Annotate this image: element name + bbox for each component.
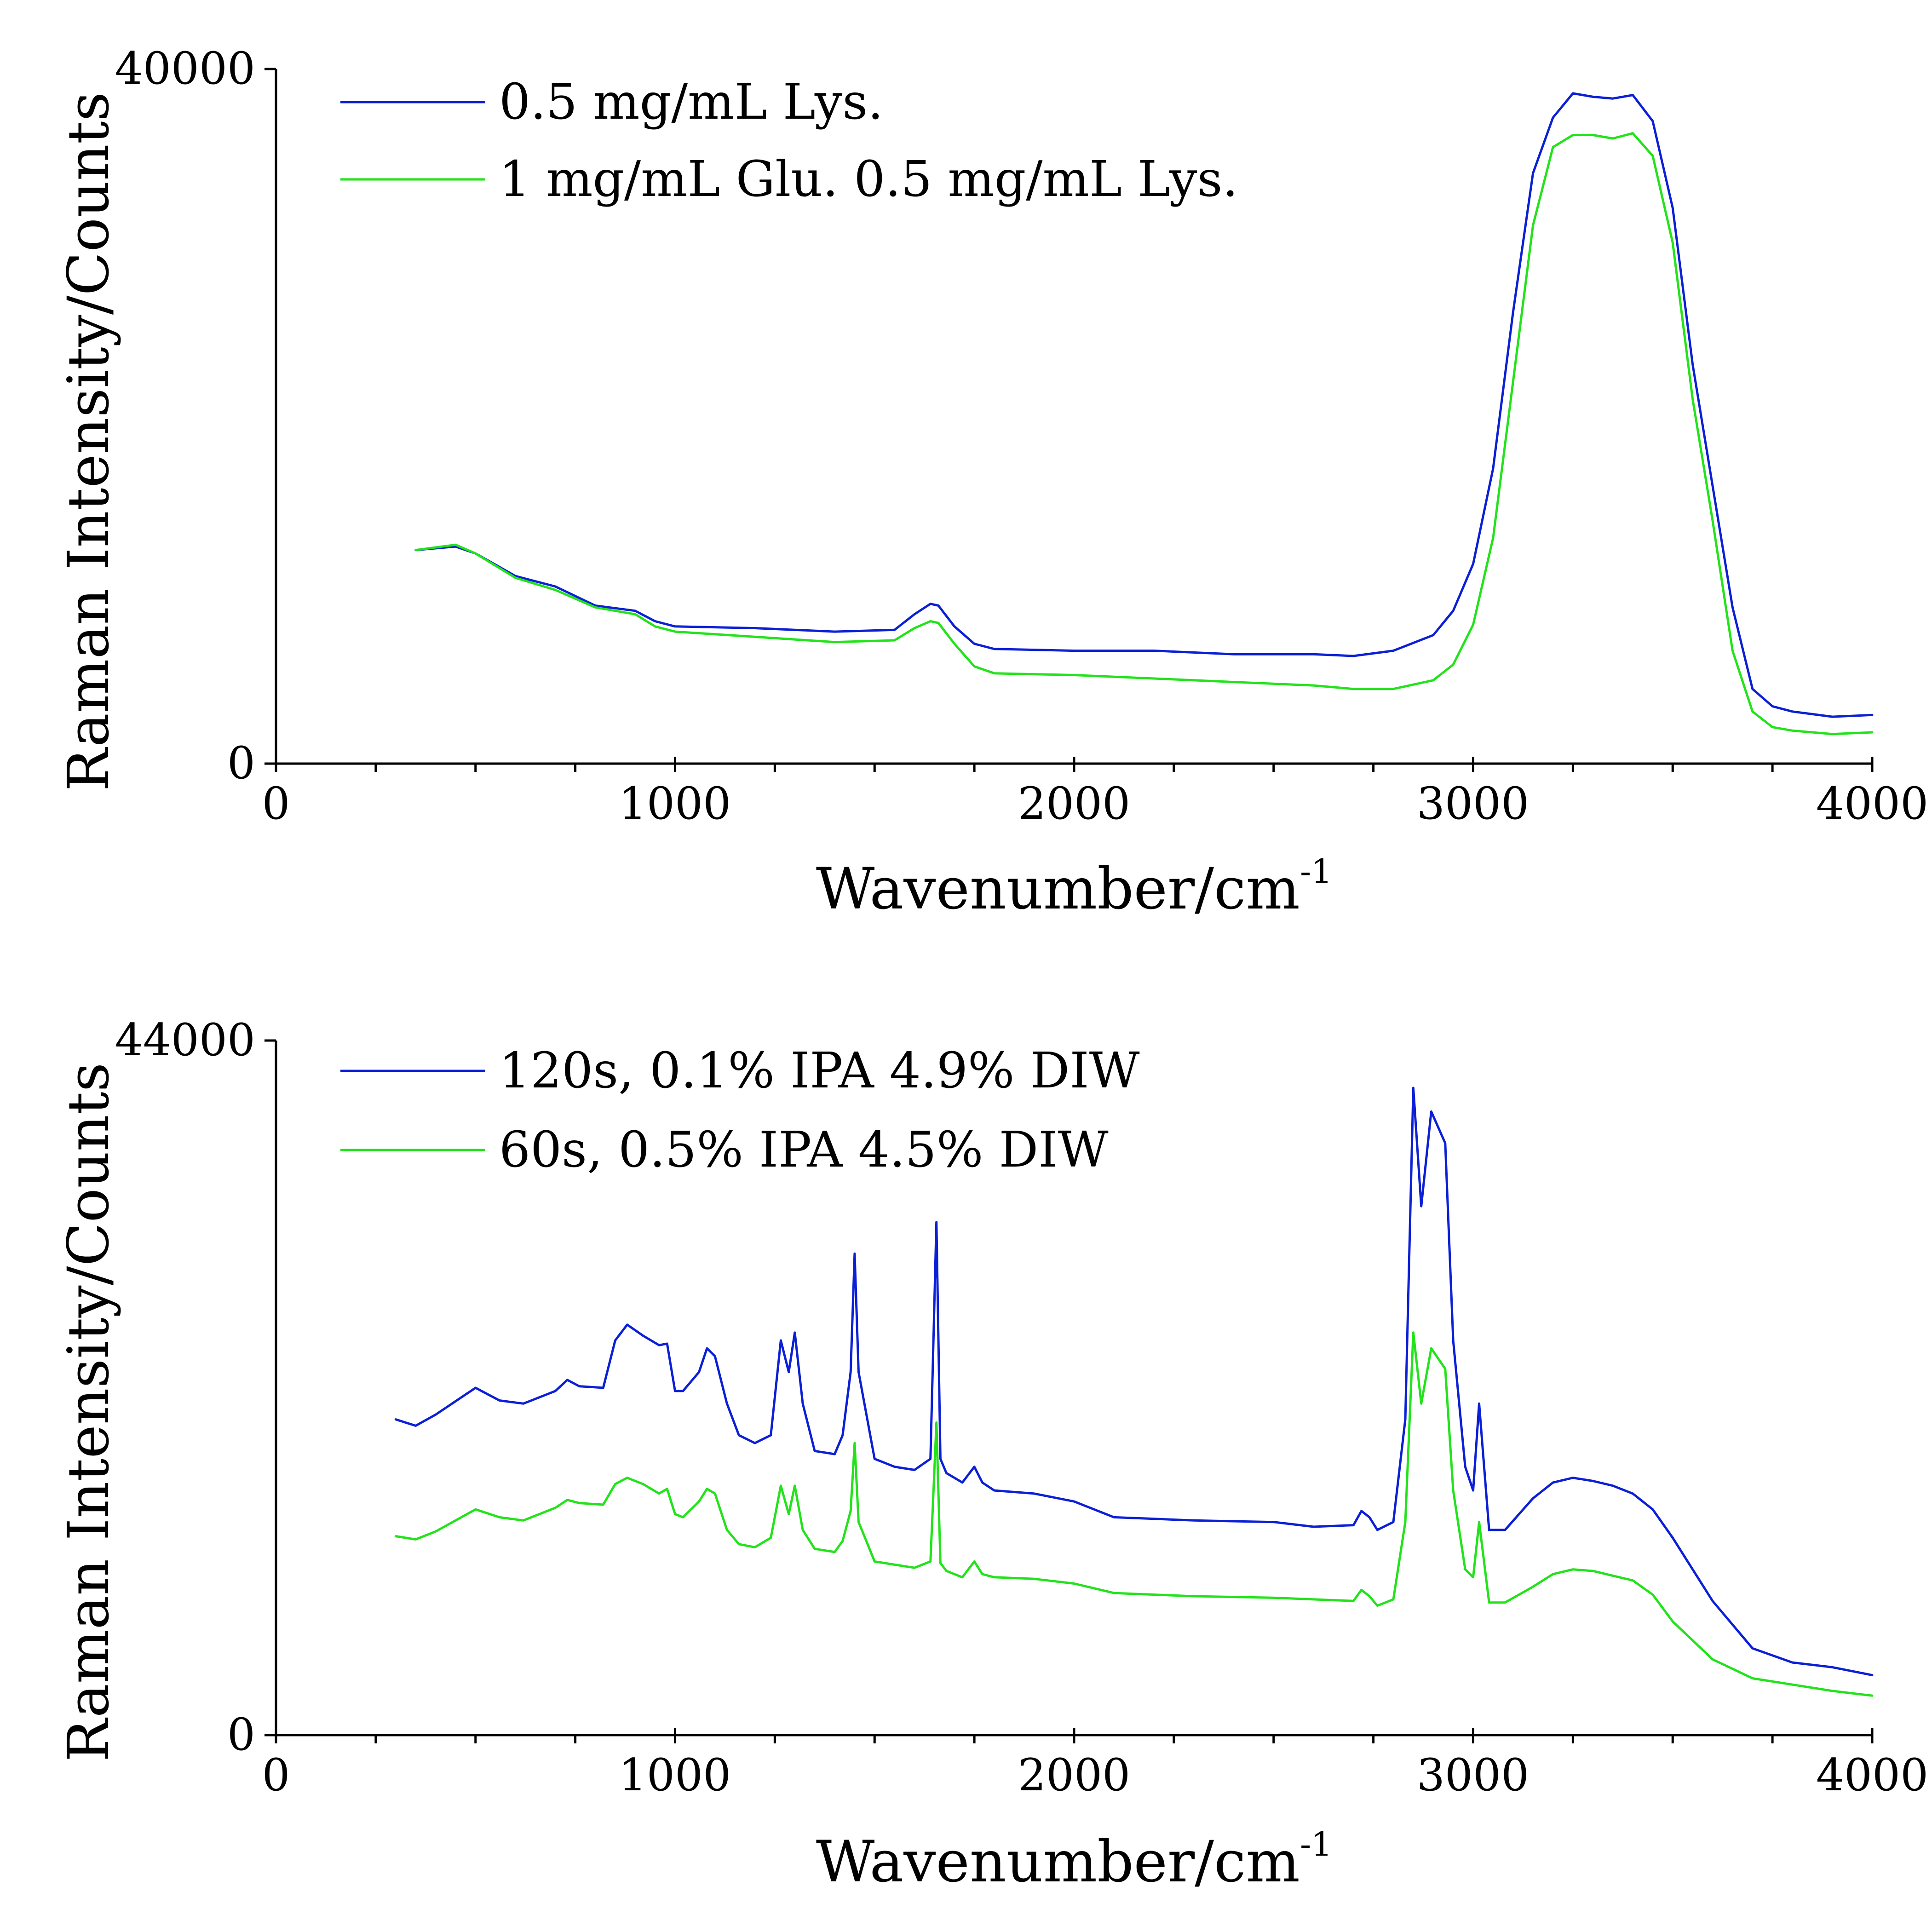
legend: 0.5 mg/mL Lys. 1 mg/mL Glu. 0.5 mg/mL Ly…	[340, 74, 1238, 208]
x-tick-label: 3000	[1417, 778, 1529, 829]
y-tick-labels: 0 44000	[115, 1014, 255, 1760]
x-tick-label: 0	[262, 1749, 290, 1801]
x-axis-title: Wavenumber/cm-1	[816, 852, 1332, 922]
legend-label-series-2: 1 mg/mL Glu. 0.5 mg/mL Lys.	[499, 151, 1238, 208]
x-tick-label: 3000	[1417, 1749, 1529, 1801]
y-tick-label: 0	[227, 1709, 255, 1760]
axis-ticks	[264, 68, 1874, 772]
x-tick-label: 1000	[619, 778, 731, 829]
y-tick-labels: 0 40000	[115, 43, 255, 789]
y-axis-title: Raman Intensity/Counts	[56, 1063, 122, 1762]
x-tick-labels: 0 1000 2000 3000 4000	[262, 778, 1928, 829]
legend-label-series-1: 0.5 mg/mL Lys.	[499, 74, 883, 131]
x-axis-title-text: Wavenumber/cm	[816, 856, 1300, 922]
legend: 120s, 0.1% IPA 4.9% DIW 60s, 0.5% IPA 4.…	[340, 1042, 1140, 1179]
series-line-2	[414, 132, 1874, 736]
x-axis-title-text: Wavenumber/cm	[816, 1829, 1300, 1895]
legend-label-series-2: 60s, 0.5% IPA 4.5% DIW	[499, 1121, 1109, 1179]
y-tick-label: 0	[227, 737, 255, 789]
series-line-1	[414, 92, 1874, 718]
top-chart: 0 1000 2000 3000 4000 0 40000 Wavenumber…	[56, 43, 1928, 922]
x-tick-label: 1000	[619, 1749, 731, 1801]
x-axis-title-superscript: -1	[1300, 852, 1332, 891]
x-tick-label: 2000	[1018, 1749, 1130, 1801]
y-axis-title: Raman Intensity/Counts	[56, 92, 122, 792]
x-tick-label: 4000	[1816, 778, 1928, 829]
y-tick-label: 44000	[115, 1014, 255, 1066]
legend-label-series-1: 120s, 0.1% IPA 4.9% DIW	[499, 1042, 1140, 1099]
x-tick-label: 4000	[1816, 1749, 1928, 1801]
y-tick-label: 40000	[115, 43, 255, 94]
x-tick-label: 0	[262, 778, 290, 829]
x-axis-title: Wavenumber/cm-1	[816, 1825, 1332, 1895]
x-tick-label: 2000	[1018, 778, 1130, 829]
series-group	[394, 1087, 1874, 1697]
bottom-chart: 0 1000 2000 3000 4000 0 44000 Wavenumber…	[56, 1014, 1928, 1895]
series-line-1	[394, 1087, 1874, 1677]
axis-ticks	[264, 1039, 1874, 1743]
series-line-2	[394, 1331, 1874, 1697]
x-tick-labels: 0 1000 2000 3000 4000	[262, 1749, 1928, 1801]
x-axis-title-superscript: -1	[1300, 1825, 1332, 1863]
series-group	[414, 92, 1874, 736]
